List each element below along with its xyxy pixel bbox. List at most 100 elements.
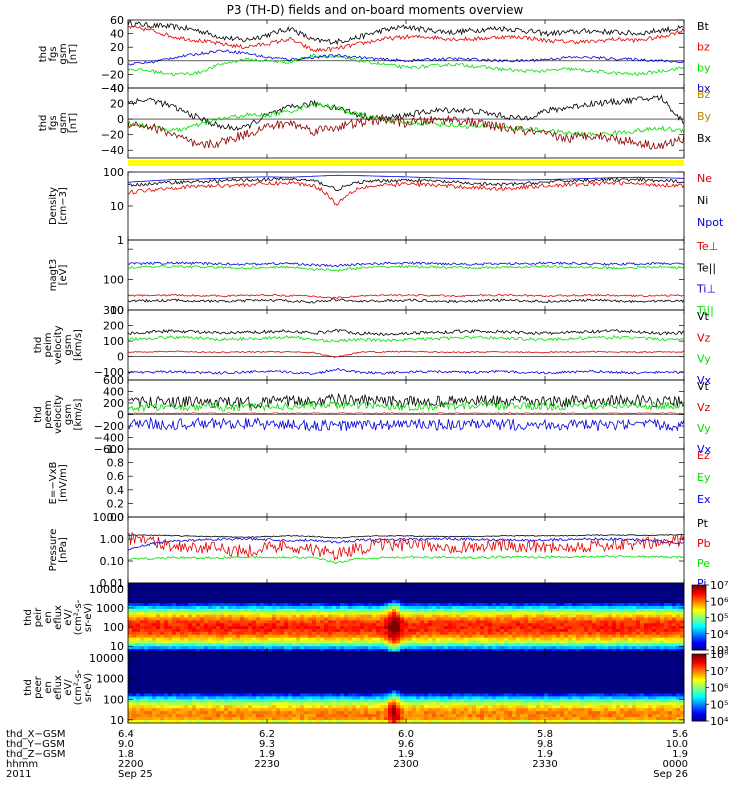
heat-cell [544,591,549,595]
legend-entry: Bt [697,20,710,33]
heat-cell [668,634,673,639]
heat-cell [216,660,221,665]
heat-cell [200,623,205,627]
heat-cell [268,675,273,680]
heat-cell [248,672,253,677]
heat-cell [212,583,217,587]
heat-cell [452,631,457,636]
heat-cell [200,675,205,680]
heat-cell [228,711,233,715]
heat-cell [264,663,269,668]
heat-cell [244,611,249,616]
heat-cell [652,611,657,616]
heat-cell [360,626,365,630]
heat-cell [248,643,253,647]
heat-cell [260,699,265,703]
y-tick-label: 10 [110,304,124,317]
heat-cell [160,591,165,595]
heat-cell [496,646,501,650]
heat-cell [308,597,313,601]
heat-cell [332,652,337,656]
heat-cell [420,617,425,621]
colorbar-label: 10⁷ [710,579,728,592]
heat-cell [272,696,277,700]
heat-cell [248,640,253,644]
heat-cell [472,623,477,627]
heat-cell [620,600,625,604]
heat-cell [156,583,161,587]
heat-cell [328,640,333,644]
y-tick-label: 300 [103,304,124,317]
heat-cell [392,594,397,598]
series-Pi [127,537,685,551]
heat-cell [624,591,629,595]
heat-cell [236,687,241,691]
heat-cell [268,631,273,636]
heat-cell [224,681,229,685]
heat-cell [272,629,277,633]
heat-cell [232,711,237,715]
heat-cell [504,611,509,616]
heat-cell [160,608,165,613]
heat-cell [296,678,301,682]
heat-cell [192,634,197,639]
heat-cell [308,583,313,587]
heat-cell [596,623,601,627]
heat-cell [660,637,665,641]
heat-cell [236,684,241,688]
heat-cell [272,720,277,724]
heat-cell [420,634,425,639]
heat-cell [492,585,497,590]
heat-cell [332,720,337,724]
heat-cell [168,699,173,703]
heat-cell [264,652,269,656]
heat-cell [304,720,309,724]
heat-cell [628,608,633,613]
heat-cell [448,631,453,636]
heat-cell [228,693,233,697]
heat-cell [616,588,621,593]
heat-cell [480,623,485,627]
heat-cell [320,585,325,590]
heat-cell [592,631,597,636]
heat-cell [552,597,557,601]
heat-cell [392,608,397,613]
heat-cell [320,663,325,668]
heat-cell [316,705,321,709]
heat-cell [380,617,385,621]
heat-cell [252,631,257,636]
heat-cell [408,611,413,616]
heat-cell [292,705,297,709]
heat-cell [232,629,237,633]
heat-cell [192,693,197,697]
heat-cell [216,684,221,688]
heat-cell [264,711,269,715]
heat-cell [432,629,437,633]
heat-cell [308,611,313,616]
heat-cell [204,678,209,682]
heat-cell [132,657,137,662]
heat-cell [128,600,133,604]
heat-cell [680,611,685,616]
heat-cell [560,620,565,624]
heat-cell [256,663,261,668]
heat-cell [476,614,481,618]
heat-cell [152,614,157,618]
heat-cell [248,681,253,685]
heat-cell [436,614,441,618]
heat-cell [204,649,209,653]
heat-cell [432,606,437,610]
heat-cell [156,620,161,624]
heat-cell [304,711,309,715]
heat-cell [676,634,681,639]
heat-cell [232,614,237,618]
heat-cell [556,643,561,647]
heat-cell [620,608,625,613]
heat-cell [320,617,325,621]
heat-cell [236,606,241,610]
heat-cell [424,583,429,587]
heat-cell [612,617,617,621]
heat-cell [252,714,257,718]
heat-cell [612,623,617,627]
